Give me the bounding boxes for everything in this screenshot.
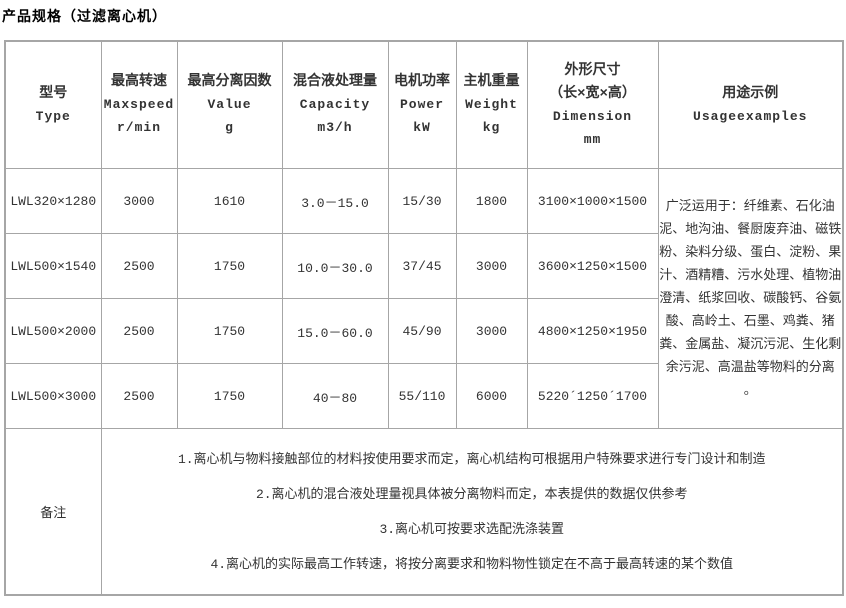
notes-cell: 1.离心机与物料接触部位的材料按使用要求而定，离心机结构可根据用户特殊要求进行专… bbox=[100, 428, 844, 596]
header-separation-factor: 最高分离因数 Value g bbox=[176, 40, 283, 169]
spec-table: 型号 Type 最高转速 Maxspeed r/min 最高分离因数 Value… bbox=[4, 40, 844, 596]
cell-capacity: 10.0－30.0 bbox=[281, 233, 389, 299]
header-usage: 用途示例 Usageexamples bbox=[657, 40, 844, 169]
cell-weight: 1800 bbox=[455, 168, 528, 234]
page-title: 产品规格（过滤离心机） bbox=[2, 8, 167, 24]
table-row: LWL320×1280 3000 1610 3.0－15.0 15/30 180… bbox=[4, 168, 844, 429]
header-maxspeed-zh: 最高转速 bbox=[111, 74, 167, 90]
header-capacity-unit: m3/h bbox=[317, 120, 353, 135]
header-maxspeed: 最高转速 Maxspeed r/min bbox=[100, 40, 178, 169]
table-row: LWL500×1540 2500 1750 10.0－30.0 37/45 30… bbox=[4, 233, 843, 299]
header-dimension-en: Dimension bbox=[552, 108, 633, 124]
cell-power: 55/110 bbox=[387, 363, 457, 429]
cell-dimension: 3600×1250×1500 bbox=[526, 233, 659, 299]
cell-capacity: 40－80 bbox=[281, 363, 389, 429]
cell-weight: 3000 bbox=[455, 233, 528, 299]
note-item: 1.离心机与物料接触部位的材料按使用要求而定，离心机结构可根据用户特殊要求进行专… bbox=[177, 451, 766, 467]
header-power: 电机功率 Power kW bbox=[387, 40, 457, 169]
header-type-zh: 型号 bbox=[39, 85, 68, 102]
header-capacity-zh: 混合液处理量 bbox=[293, 74, 377, 90]
header-separation-factor-en: Value bbox=[207, 97, 252, 112]
header-separation-factor-zh: 最高分离因数 bbox=[187, 74, 272, 90]
cell-model: LWL500×1540 bbox=[4, 233, 102, 299]
cell-weight: 6000 bbox=[455, 363, 528, 429]
cell-dimension: 5220´1250´1700 bbox=[526, 363, 659, 429]
header-usage-zh: 用途示例 bbox=[722, 85, 779, 102]
cell-maxspeed: 3000 bbox=[100, 168, 178, 234]
header-maxspeed-unit: r/min bbox=[116, 120, 161, 135]
notes-label: 备注 bbox=[4, 428, 102, 596]
usage-examples-cell: 广泛运用于：纤维素、石化油泥、地沟油、餐厨废弃油、磁铁粉、染料分级、蛋白、淀粉、… bbox=[657, 168, 844, 429]
table-header-row: 型号 Type 最高转速 Maxspeed r/min 最高分离因数 Value… bbox=[4, 40, 844, 169]
header-weight-unit: kg bbox=[482, 120, 501, 135]
cell-power: 15/30 bbox=[387, 168, 457, 234]
cell-value: 1750 bbox=[176, 363, 283, 429]
header-power-zh: 电机功率 bbox=[394, 74, 450, 90]
notes-row: 备注 1.离心机与物料接触部位的材料按使用要求而定，离心机结构可根据用户特殊要求… bbox=[4, 428, 844, 596]
cell-maxspeed: 2500 bbox=[100, 298, 178, 364]
header-separation-factor-unit: g bbox=[225, 120, 234, 135]
note-item: 2.离心机的混合液处理量视具体被分离物料而定，本表提供的数据仅供参考 bbox=[255, 486, 688, 502]
cell-power: 37/45 bbox=[387, 233, 457, 299]
header-dimension-unit: mm bbox=[583, 131, 602, 147]
cell-weight: 3000 bbox=[455, 298, 528, 364]
cell-maxspeed: 2500 bbox=[100, 363, 178, 429]
header-type: 型号 Type bbox=[4, 40, 102, 169]
header-capacity: 混合液处理量 Capacity m3/h bbox=[281, 40, 389, 169]
note-item: 3.离心机可按要求选配洗涤装置 bbox=[379, 521, 565, 537]
header-power-en: Power bbox=[399, 97, 444, 112]
header-weight-zh: 主机重量 bbox=[463, 74, 520, 90]
header-maxspeed-en: Maxspeed bbox=[103, 97, 175, 112]
note-item: 4.离心机的实际最高工作转速，将按分离要求和物料物性锁定在不高于最高转速的某个数… bbox=[210, 556, 734, 572]
cell-model: LWL500×3000 bbox=[4, 363, 102, 429]
table-row: LWL500×3000 2500 1750 40－80 55/110 6000 … bbox=[4, 363, 843, 429]
cell-maxspeed: 2500 bbox=[100, 233, 178, 299]
header-dimension-zh: 外形尺寸 bbox=[564, 62, 621, 79]
cell-dimension: 4800×1250×1950 bbox=[526, 298, 659, 364]
header-weight-en: Weight bbox=[465, 97, 518, 112]
cell-value: 1750 bbox=[176, 233, 283, 299]
header-usage-en: Usageexamples bbox=[693, 108, 808, 124]
header-capacity-en: Capacity bbox=[299, 97, 371, 112]
cell-capacity: 15.0－60.0 bbox=[281, 298, 389, 364]
header-power-unit: kW bbox=[413, 120, 431, 135]
cell-capacity: 3.0－15.0 bbox=[281, 168, 389, 234]
table-row: LWL500×2000 2500 1750 15.0－60.0 45/90 30… bbox=[4, 298, 843, 364]
header-dimension: 外形尺寸 （长×宽×高） Dimension mm bbox=[526, 40, 659, 169]
header-weight: 主机重量 Weight kg bbox=[455, 40, 528, 169]
cell-model: LWL500×2000 bbox=[4, 298, 102, 364]
header-dimension-zh2: （长×宽×高） bbox=[549, 85, 636, 102]
cell-power: 45/90 bbox=[387, 298, 457, 364]
cell-value: 1750 bbox=[176, 298, 283, 364]
cell-value: 1610 bbox=[176, 168, 283, 234]
header-type-en: Type bbox=[35, 108, 71, 124]
cell-model: LWL320×1280 bbox=[4, 168, 102, 234]
cell-dimension: 3100×1000×1500 bbox=[526, 168, 659, 234]
